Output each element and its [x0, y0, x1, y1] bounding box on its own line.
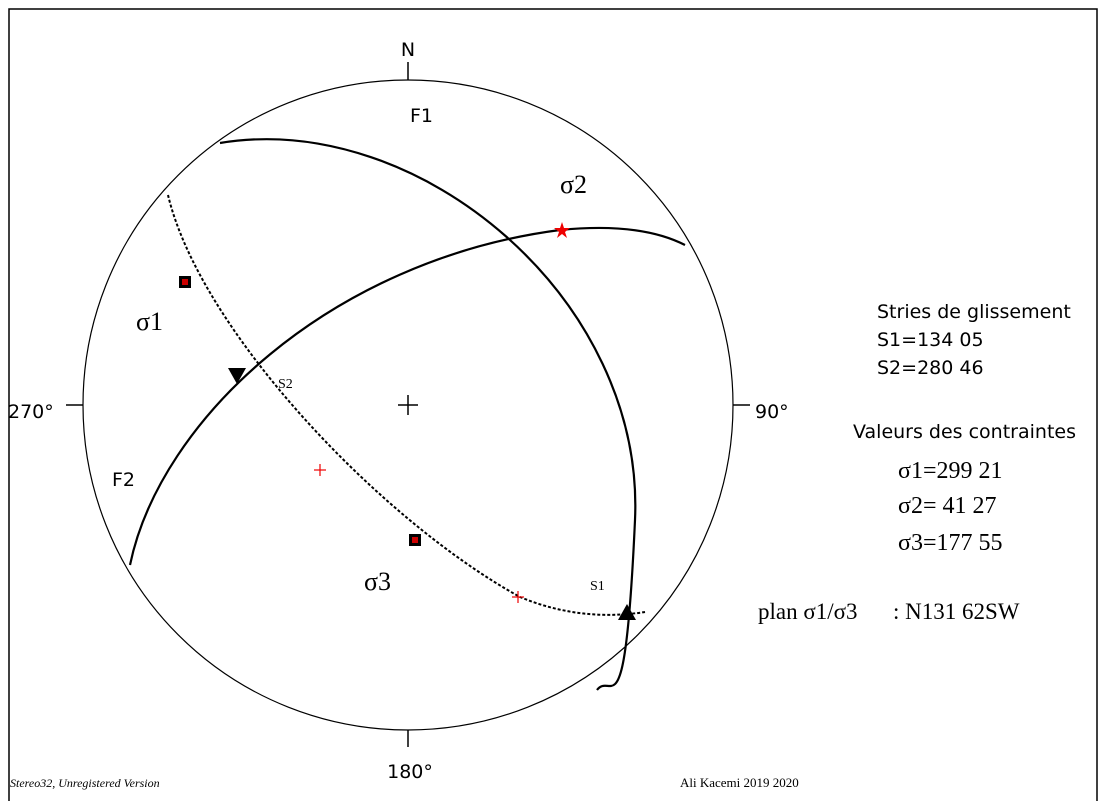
sigma1-marker-core — [182, 279, 188, 285]
author-note: Ali Kacemi 2019 2020 — [680, 775, 799, 790]
striations-title: Stries de glissement — [877, 301, 1071, 323]
sigma3-marker-core — [412, 537, 418, 543]
sigma3-label: σ3 — [364, 567, 391, 596]
stresses-title: Valeurs des contraintes — [853, 421, 1076, 443]
sigma2-star — [554, 222, 570, 238]
sigma2-label: σ2 — [560, 170, 587, 199]
west-label: 270° — [8, 401, 54, 423]
software-note: Stereo32, Unregistered Version — [10, 776, 160, 790]
plane-label: plan σ1/σ3 — [758, 599, 858, 624]
stress-sigma1: σ1=299 21 — [898, 458, 1002, 484]
south-label: 180° — [387, 761, 433, 783]
great-circle-f2 — [128, 226, 686, 566]
compass-ticks — [66, 62, 750, 747]
s1-triangle — [618, 604, 636, 620]
stress-sigma3: σ3=177 55 — [898, 530, 1002, 556]
striation-s1: S1=134 05 — [877, 329, 984, 351]
great-circle-f1 — [219, 138, 637, 691]
east-label: 90° — [755, 401, 789, 423]
red-crosses — [314, 464, 524, 603]
s1-label: S1 — [590, 579, 605, 594]
stress-sigma2: σ2= 41 27 — [898, 493, 996, 519]
frame — [8, 8, 1098, 801]
striation-s2: S2=280 46 — [877, 357, 984, 379]
north-label: N — [401, 39, 415, 61]
sigma-plane — [167, 194, 646, 616]
plane-value: : N131 62SW — [893, 599, 1020, 624]
f1-label: F1 — [410, 105, 433, 127]
s2-triangle — [228, 368, 246, 384]
f2-label: F2 — [112, 469, 135, 491]
s2-label: S2 — [278, 377, 293, 392]
sigma1-label: σ1 — [136, 307, 163, 336]
